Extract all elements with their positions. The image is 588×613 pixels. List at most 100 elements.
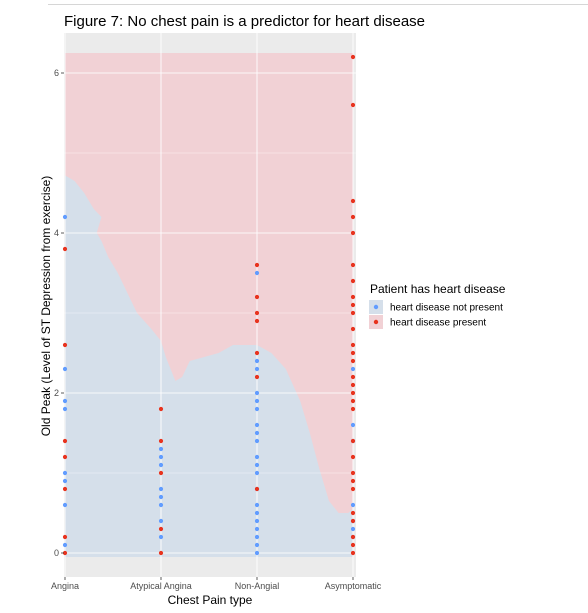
point-not-present (254, 534, 260, 540)
point-not-present (254, 398, 260, 404)
point-present (350, 102, 356, 108)
point-not-present (254, 462, 260, 468)
y-tick-label: 2 (54, 388, 59, 398)
y-axis: 0 2 4 6 (54, 68, 64, 558)
point-not-present (254, 270, 260, 276)
point-not-present (254, 526, 260, 532)
point-not-present (62, 398, 68, 404)
point-present (350, 550, 356, 556)
legend-key-dot (373, 319, 379, 325)
point-present (350, 198, 356, 204)
point-present (350, 350, 356, 356)
point-not-present (158, 534, 164, 540)
point-present (62, 486, 68, 492)
legend-label: heart disease present (390, 318, 486, 329)
x-tick-label: Non-Angial (235, 581, 280, 591)
point-not-present (158, 494, 164, 500)
point-present (350, 54, 356, 60)
point-present (350, 534, 356, 540)
point-not-present (62, 542, 68, 548)
point-present (158, 438, 164, 444)
point-present (254, 350, 260, 356)
plot-panel (62, 33, 356, 577)
point-present (350, 326, 356, 332)
x-axis-title: Chest Pain type (168, 593, 253, 607)
point-not-present (158, 454, 164, 460)
point-not-present (350, 526, 356, 532)
point-present (350, 374, 356, 380)
y-axis-title: Old Peak (Level of ST Depression from ex… (39, 176, 53, 437)
point-present (254, 262, 260, 268)
point-present (350, 294, 356, 300)
point-not-present (62, 214, 68, 220)
point-present (350, 230, 356, 236)
point-not-present (254, 454, 260, 460)
point-not-present (62, 502, 68, 508)
point-not-present (254, 502, 260, 508)
y-tick-label: 6 (54, 68, 59, 78)
window-top-border (48, 0, 588, 5)
point-not-present (254, 542, 260, 548)
point-present (62, 246, 68, 252)
point-not-present (254, 438, 260, 444)
x-tick-label: Asymptomatic (325, 581, 382, 591)
point-present (350, 342, 356, 348)
point-present (350, 214, 356, 220)
point-present (350, 278, 356, 284)
point-present (350, 454, 356, 460)
point-present (62, 438, 68, 444)
point-not-present (158, 462, 164, 468)
point-present (62, 550, 68, 556)
y-tick-label: 4 (54, 228, 59, 238)
point-present (254, 318, 260, 324)
point-present (350, 310, 356, 316)
point-present (350, 470, 356, 476)
region-disease-not-present (65, 175, 353, 557)
point-present (350, 390, 356, 396)
point-not-present (62, 478, 68, 484)
point-present (350, 438, 356, 444)
grid-minor (64, 152, 356, 474)
point-not-present (254, 406, 260, 412)
x-axis: Angina Atypical Angina Non-Angial Asymptoma… (51, 577, 382, 591)
point-present (254, 294, 260, 300)
data-points (62, 54, 356, 556)
grid-major (64, 33, 356, 577)
point-present (158, 526, 164, 532)
point-not-present (62, 406, 68, 412)
point-present (350, 542, 356, 548)
chart-title: Figure 7: No chest pain is a predictor f… (64, 13, 425, 30)
legend-label: heart disease not present (390, 303, 503, 314)
point-not-present (158, 502, 164, 508)
point-not-present (254, 518, 260, 524)
point-not-present (254, 390, 260, 396)
point-not-present (158, 486, 164, 492)
point-present (350, 510, 356, 516)
point-not-present (350, 366, 356, 372)
legend-title: Patient has heart disease (370, 282, 506, 296)
point-present (350, 262, 356, 268)
point-not-present (350, 422, 356, 428)
point-not-present (254, 550, 260, 556)
legend: Patient has heart disease heart disease … (369, 282, 506, 329)
point-present (62, 342, 68, 348)
legend-items: heart disease not present heart disease p… (369, 300, 503, 329)
point-present (254, 374, 260, 380)
point-present (350, 486, 356, 492)
point-present (350, 302, 356, 308)
x-tick-label: Atypical Angina (130, 581, 192, 591)
point-not-present (158, 518, 164, 524)
point-not-present (62, 470, 68, 476)
point-not-present (254, 358, 260, 364)
point-present (350, 478, 356, 484)
point-present (350, 518, 356, 524)
point-present (350, 358, 356, 364)
point-present (158, 470, 164, 476)
point-present (62, 534, 68, 540)
point-present (350, 398, 356, 404)
y-tick-label: 0 (54, 548, 59, 558)
point-present (254, 310, 260, 316)
point-not-present (254, 470, 260, 476)
point-not-present (254, 430, 260, 436)
point-present (62, 454, 68, 460)
